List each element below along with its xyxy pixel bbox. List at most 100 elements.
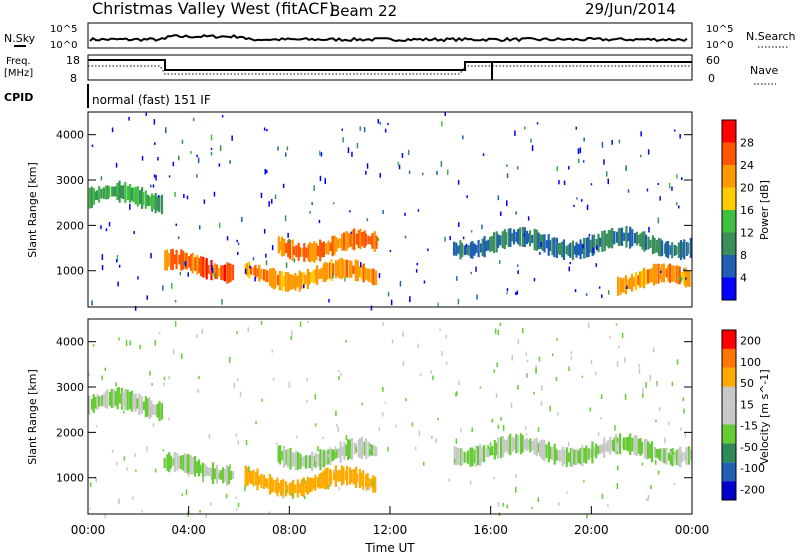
heatmap-scatter — [174, 191, 176, 197]
heatmap-cell — [316, 265, 319, 285]
heatmap-scatter — [291, 330, 293, 337]
heatmap-cell — [283, 445, 286, 468]
heatmap-scatter — [101, 375, 103, 381]
heatmap-cell — [227, 466, 231, 485]
heatmap-cell — [495, 442, 498, 456]
heatmap-scatter — [430, 370, 432, 374]
heatmap-scatter — [555, 377, 558, 381]
heatmap-cell — [361, 232, 364, 247]
heatmap-cell — [575, 448, 578, 465]
heatmap-scatter — [341, 128, 343, 131]
heatmap-cell — [324, 261, 327, 282]
heatmap-scatter — [549, 405, 551, 412]
heatmap-scatter — [221, 115, 224, 118]
heatmap-scatter — [229, 356, 231, 363]
heatmap-cell — [473, 243, 476, 256]
heatmap-cell — [531, 234, 534, 243]
heatmap-scatter — [248, 466, 250, 472]
heatmap-cell — [118, 180, 121, 203]
heatmap-cell — [489, 236, 492, 252]
heatmap-cell — [196, 255, 199, 275]
heatmap-cell — [526, 440, 530, 450]
heatmap-scatter — [679, 134, 681, 139]
heatmap-cell — [483, 445, 486, 463]
heatmap-cell — [589, 239, 592, 253]
heatmap-cell — [291, 239, 294, 261]
heatmap-scatter — [540, 242, 542, 247]
heatmap-cell — [297, 242, 300, 261]
heatmap-cell — [352, 468, 355, 485]
heatmap-cell — [654, 263, 657, 285]
heatmap-cell — [375, 270, 378, 285]
heatmap-cell — [688, 271, 691, 287]
heatmap-scatter — [260, 320, 263, 326]
heatmap-scatter — [423, 280, 426, 284]
heatmap-cell — [326, 467, 329, 489]
heatmap-scatter — [108, 222, 111, 227]
power-y-axis-label: Slant Range [km] — [26, 162, 39, 258]
heatmap-scatter — [163, 382, 165, 386]
heatmap-scatter — [491, 418, 494, 423]
heatmap-scatter — [402, 331, 404, 337]
heatmap-cell — [283, 238, 286, 256]
heatmap-scatter — [171, 283, 173, 289]
heatmap-cell — [481, 446, 484, 462]
heatmap-scatter — [177, 236, 180, 240]
heatmap-scatter — [616, 450, 619, 455]
heatmap-cell — [194, 257, 197, 271]
colorbar-tick-label: 15 — [740, 398, 754, 411]
heatmap-scatter — [115, 461, 118, 466]
heatmap-cell — [686, 270, 689, 287]
heatmap-scatter — [436, 170, 438, 175]
heatmap-scatter — [586, 513, 588, 519]
heatmap-cell — [471, 447, 474, 467]
heatmap-scatter — [659, 407, 661, 411]
heatmap-cell — [627, 232, 630, 242]
heatmap-cell — [196, 461, 199, 473]
heatmap-cell — [375, 446, 378, 457]
heatmap-cell — [310, 477, 313, 492]
heatmap-scatter — [598, 286, 601, 289]
heatmap-cell — [184, 453, 187, 473]
heatmap-scatter — [168, 417, 170, 421]
heatmap-scatter — [497, 195, 500, 201]
heatmap-cell — [178, 254, 181, 265]
heatmap-scatter — [327, 453, 329, 458]
heatmap-scatter — [556, 166, 558, 172]
heatmap-scatter — [515, 211, 517, 215]
heatmap-scatter — [641, 462, 644, 466]
freq-right-label: Nave — [750, 64, 778, 77]
x-tick-label: 00:00 — [71, 523, 106, 537]
heatmap-cell — [169, 455, 172, 469]
heatmap-cell — [358, 438, 362, 458]
heatmap-cell — [675, 265, 678, 284]
heatmap-cell — [173, 451, 176, 472]
heatmap-cell — [685, 447, 688, 465]
heatmap-scatter — [296, 435, 298, 439]
heatmap-scatter — [502, 424, 505, 431]
heatmap-cell — [593, 446, 596, 457]
heatmap-scatter — [615, 323, 618, 326]
heatmap-scatter — [214, 272, 216, 279]
heatmap-cell — [285, 449, 288, 465]
heatmap-cell — [319, 239, 322, 262]
heatmap-scatter — [229, 464, 231, 469]
heatmap-scatter — [384, 128, 387, 133]
heatmap-scatter — [319, 150, 321, 156]
heatmap-scatter — [517, 385, 519, 390]
y-tick-label: 4000 — [56, 129, 84, 142]
heatmap-cell — [180, 249, 183, 271]
heatmap-cell — [665, 241, 668, 257]
heatmap-scatter — [487, 444, 489, 450]
colorbar-tick-label: -100 — [740, 462, 765, 475]
heatmap-scatter — [479, 386, 482, 389]
heatmap-scatter — [287, 232, 289, 238]
heatmap-cell — [344, 259, 347, 278]
heatmap-cell — [280, 271, 283, 291]
heatmap-scatter — [506, 173, 509, 179]
heatmap-scatter — [649, 374, 651, 381]
heatmap-scatter — [129, 204, 131, 210]
heatmap-cell — [112, 186, 115, 197]
heatmap-cell — [620, 227, 624, 246]
heatmap-cell — [166, 454, 169, 471]
